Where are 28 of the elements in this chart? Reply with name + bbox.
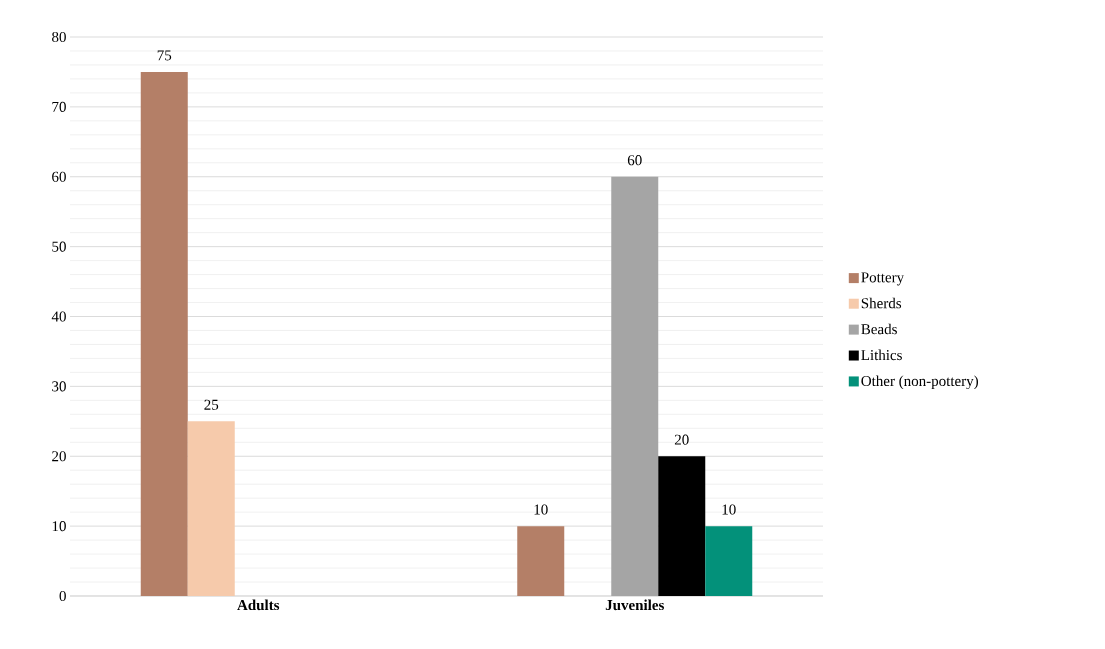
x-tick-label: Adults (237, 599, 280, 611)
x-tick-label: Juveniles (605, 599, 664, 611)
y-tick-label: 50 (52, 241, 66, 252)
data-label: 20 (674, 434, 689, 445)
data-label: 75 (157, 50, 172, 61)
y-tick-label: 70 (52, 101, 66, 112)
y-tick-label: 30 (52, 381, 66, 392)
bar (140, 71, 188, 596)
y-tick-label: 40 (51, 311, 66, 322)
data-label: 10 (722, 504, 736, 515)
data-label: 10 (534, 504, 548, 515)
legend-label: Pottery (861, 272, 905, 286)
bar (705, 526, 753, 596)
bar (517, 526, 565, 596)
y-tick-label: 10 (52, 521, 66, 532)
legend-label: Beads (861, 323, 897, 335)
legend-label: Sherds (861, 297, 902, 309)
bar (187, 421, 235, 596)
y-tick-label: 0 (59, 590, 66, 602)
data-label: 25 (204, 399, 219, 410)
legend-label: Lithics (861, 349, 902, 361)
data-label: 60 (627, 155, 642, 166)
y-tick-label: 20 (52, 451, 66, 462)
bar (658, 456, 706, 596)
legend-label: Other (non-pottery) (861, 375, 978, 390)
y-tick-label: 60 (52, 171, 66, 182)
bar (611, 176, 659, 596)
y-tick-label: 80 (52, 31, 66, 43)
